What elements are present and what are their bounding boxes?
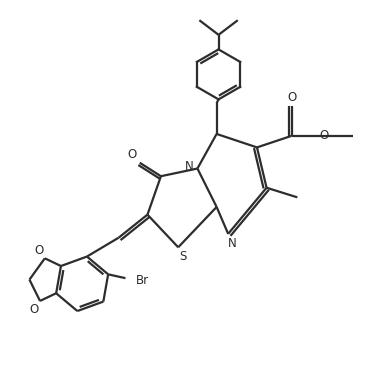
Text: N: N: [228, 237, 237, 250]
Text: S: S: [179, 250, 187, 264]
Text: O: O: [127, 148, 137, 161]
Text: Br: Br: [136, 274, 149, 287]
Text: O: O: [30, 303, 39, 316]
Text: N: N: [185, 160, 193, 173]
Text: O: O: [287, 91, 296, 104]
Text: O: O: [319, 129, 329, 142]
Text: O: O: [34, 244, 44, 257]
